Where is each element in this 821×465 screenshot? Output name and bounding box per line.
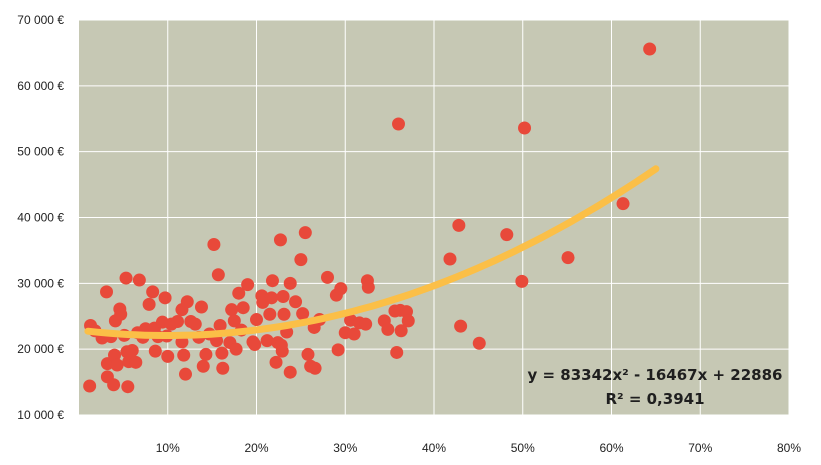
- data-point: [211, 268, 225, 282]
- data-point: [179, 367, 192, 381]
- data-point: [301, 347, 315, 361]
- data-point: [515, 274, 529, 288]
- data-point: [158, 291, 172, 305]
- data-point: [273, 233, 287, 247]
- data-point: [236, 301, 250, 315]
- data-point: [180, 295, 194, 309]
- data-point: [275, 344, 289, 358]
- data-point: [283, 276, 297, 290]
- y-tick-label: 60 000 €: [17, 79, 64, 93]
- data-point: [265, 274, 279, 288]
- data-point: [107, 378, 121, 392]
- x-axis-ticks: 10% 20% 30% 40% 50% 60% 70% 80%: [156, 441, 802, 455]
- data-point: [110, 358, 124, 372]
- trendline: [84, 165, 660, 339]
- data-point: [294, 253, 308, 267]
- data-point: [472, 336, 486, 350]
- data-point: [108, 348, 121, 362]
- data-point: [308, 361, 322, 375]
- data-point: [229, 342, 243, 356]
- data-point: [443, 252, 457, 266]
- data-point: [161, 349, 175, 363]
- data-point: [83, 379, 97, 393]
- y-axis-ticks: 10 000 € 20 000 € 30 000 € 40 000 € 50 000 €…: [17, 13, 64, 422]
- data-point: [100, 285, 114, 299]
- data-point: [361, 280, 375, 294]
- data-point: [277, 307, 291, 321]
- x-tick-label: 50%: [511, 441, 535, 455]
- y-tick-label: 30 000 €: [17, 276, 64, 290]
- data-point: [146, 285, 160, 299]
- equation-box: y = 83342x² - 16467x + 22886 R² = 0,3941: [528, 366, 783, 408]
- data-point: [269, 355, 283, 369]
- data-point: [188, 317, 202, 331]
- data-point: [232, 286, 246, 300]
- x-tick-label: 10%: [156, 441, 180, 455]
- data-point: [199, 347, 213, 361]
- data-point: [561, 251, 575, 265]
- data-point: [194, 300, 208, 314]
- x-tick-label: 80%: [777, 441, 801, 455]
- x-tick-label: 20%: [244, 441, 268, 455]
- data-point: [454, 319, 468, 333]
- data-point: [452, 218, 466, 232]
- data-point: [227, 314, 241, 328]
- data-point: [100, 357, 114, 371]
- data-point: [119, 271, 133, 285]
- data-point: [500, 228, 514, 242]
- data-point: [177, 348, 191, 362]
- data-point: [213, 318, 227, 332]
- data-point: [283, 365, 297, 379]
- data-point: [250, 313, 263, 327]
- data-point: [114, 307, 128, 321]
- data-point: [142, 297, 156, 311]
- data-point: [276, 290, 290, 303]
- data-point: [321, 270, 334, 284]
- data-point: [263, 307, 277, 321]
- data-point: [334, 282, 348, 296]
- y-tick-label: 10 000 €: [17, 408, 64, 422]
- data-point: [171, 315, 185, 329]
- data-point: [518, 121, 532, 135]
- x-tick-label: 60%: [599, 441, 623, 455]
- data-point: [643, 42, 657, 56]
- data-point: [298, 226, 312, 240]
- data-point: [616, 197, 630, 211]
- data-point: [125, 343, 139, 357]
- data-point: [347, 327, 361, 341]
- data-point: [121, 380, 135, 394]
- data-point: [260, 334, 274, 348]
- data-point: [132, 273, 146, 287]
- data-point: [207, 237, 221, 251]
- y-tick-label: 50 000 €: [17, 145, 64, 159]
- data-point: [248, 338, 262, 352]
- x-tick-label: 40%: [422, 441, 446, 455]
- data-point: [390, 345, 404, 359]
- data-point: [129, 355, 143, 369]
- data-point: [289, 295, 303, 309]
- y-tick-label: 40 000 €: [17, 211, 64, 225]
- data-point: [216, 361, 230, 375]
- data-point: [401, 314, 415, 328]
- x-tick-label: 30%: [333, 441, 357, 455]
- data-point: [394, 324, 408, 338]
- data-point: [392, 117, 405, 131]
- data-point: [265, 291, 279, 305]
- data-point: [296, 307, 310, 321]
- data-point: [196, 359, 210, 373]
- r-squared: R² = 0,3941: [605, 390, 704, 408]
- y-tick-label: 70 000 €: [17, 13, 64, 27]
- x-tick-label: 70%: [688, 441, 712, 455]
- data-point: [215, 346, 229, 360]
- data-point: [381, 322, 395, 336]
- y-tick-label: 20 000 €: [17, 342, 64, 356]
- data-point: [331, 343, 345, 357]
- data-point: [241, 278, 255, 292]
- data-point: [225, 303, 239, 317]
- data-point: [148, 344, 162, 358]
- data-point: [359, 317, 373, 331]
- trend-equation: y = 83342x² - 16467x + 22886: [528, 366, 783, 384]
